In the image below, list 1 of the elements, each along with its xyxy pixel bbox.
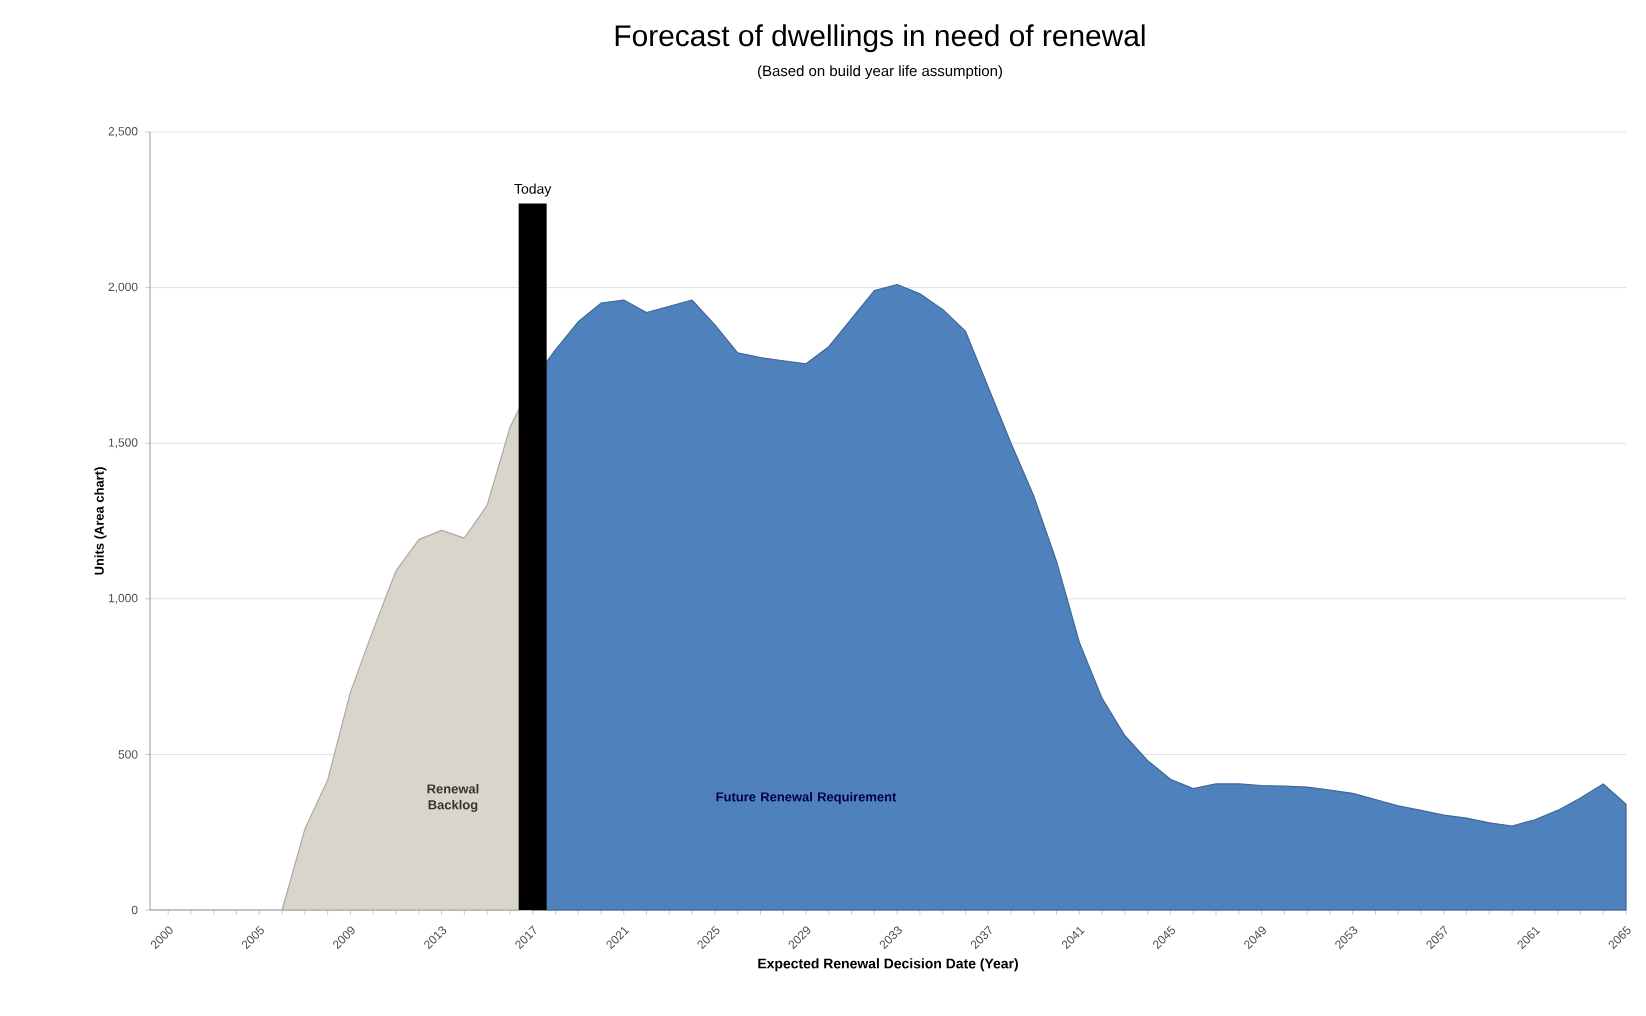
chart-title: Forecast of dwellings in need of renewal bbox=[615, 24, 1145, 53]
